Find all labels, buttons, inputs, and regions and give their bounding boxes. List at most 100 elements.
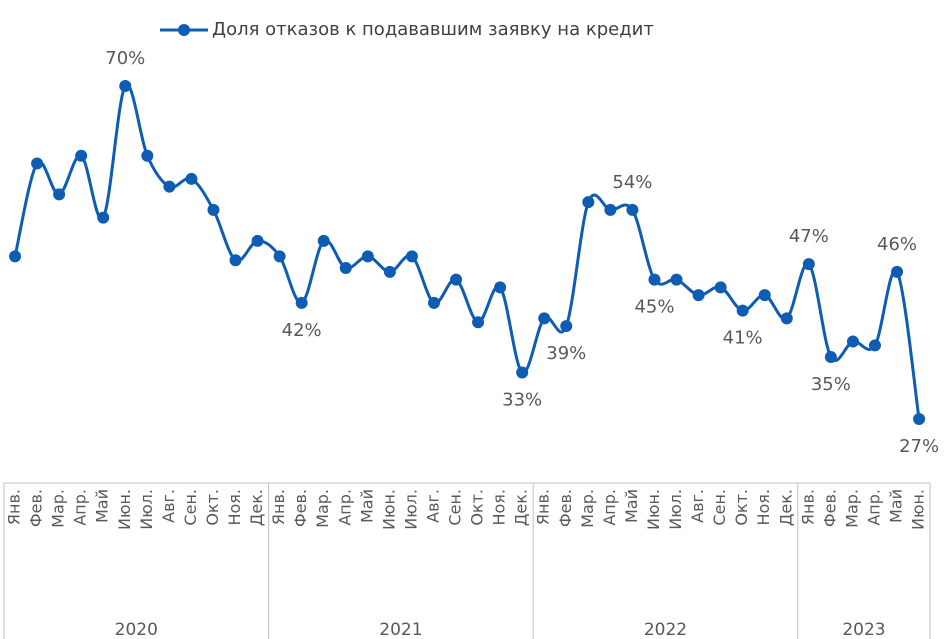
x-tick-label: Авг. <box>159 489 178 523</box>
x-tick-label: Мар. <box>49 489 68 528</box>
point <box>913 413 926 425</box>
x-tick-label: Июн. <box>644 489 663 530</box>
point <box>714 281 727 294</box>
x-tick-label: Июн. <box>115 489 134 530</box>
x-tick-label: Мар. <box>842 489 861 528</box>
point <box>692 289 705 302</box>
data-label: 46% <box>877 234 917 255</box>
x-tick-label: Авг. <box>423 489 442 523</box>
x-tick-label: Апр. <box>335 489 354 526</box>
x-tick-label: Авг. <box>688 489 707 523</box>
x-tick-label: Май <box>622 489 641 523</box>
x-tick-label: Дек. <box>512 489 531 526</box>
data-label: 27% <box>899 436 939 457</box>
data-label: 35% <box>811 374 851 395</box>
point <box>736 304 749 317</box>
point <box>494 281 507 294</box>
point <box>824 351 837 364</box>
x-tick-label: Ноя. <box>225 489 244 526</box>
point <box>75 149 88 162</box>
group-label: 2023 <box>842 620 885 639</box>
point <box>405 250 418 263</box>
series-line <box>13 83 921 420</box>
x-tick-label: Мар. <box>313 489 332 528</box>
x-tick-label: Сен. <box>181 489 200 526</box>
x-tick-label: Июл. <box>137 489 156 530</box>
point <box>207 203 220 216</box>
x-tick-label: Апр. <box>71 489 90 526</box>
group-label: 2021 <box>379 620 422 639</box>
point <box>780 312 793 325</box>
legend-marker <box>178 24 190 36</box>
point <box>802 258 815 271</box>
x-tick-label: Мар. <box>578 489 597 528</box>
data-label: 54% <box>612 172 652 193</box>
point <box>273 250 286 263</box>
point <box>295 296 308 309</box>
x-tick-label: Дек. <box>776 489 795 526</box>
point <box>339 261 352 274</box>
point <box>846 335 859 348</box>
x-tick-label: Июл. <box>401 489 420 530</box>
point <box>9 250 22 263</box>
point <box>317 234 330 247</box>
x-tick-label: Июн. <box>379 489 398 530</box>
x-tick-label: Июл. <box>666 489 685 530</box>
x-tick-label: Окт. <box>732 489 751 526</box>
point <box>383 265 396 278</box>
point <box>868 339 881 352</box>
point <box>648 273 661 286</box>
group-label: 2020 <box>115 620 158 639</box>
point <box>427 296 440 309</box>
point <box>604 203 617 216</box>
x-tick-label: Фев. <box>820 489 839 527</box>
data-label: 41% <box>723 328 763 349</box>
point <box>626 203 639 216</box>
data-label: 39% <box>546 343 586 364</box>
data-label: 42% <box>282 320 322 341</box>
point <box>119 80 132 92</box>
data-label: 45% <box>634 297 674 318</box>
x-tick-label: Ноя. <box>754 489 773 526</box>
x-tick-label: Ноя. <box>490 489 509 526</box>
point <box>141 149 154 162</box>
point <box>670 273 683 286</box>
point <box>97 211 110 224</box>
point <box>891 265 904 278</box>
data-label: 47% <box>789 226 829 247</box>
data-label: 70% <box>105 48 145 69</box>
x-tick-label: Окт. <box>203 489 222 526</box>
x-tick-label: Май <box>357 489 376 523</box>
group-label: 2022 <box>644 620 687 639</box>
point <box>582 196 595 209</box>
x-tick-label: Фев. <box>556 489 575 527</box>
x-tick-label: Июн. <box>909 489 928 530</box>
point <box>185 172 198 185</box>
x-tick-label: Сен. <box>446 489 465 526</box>
x-tick-label: Дек. <box>247 489 266 526</box>
point <box>251 234 264 247</box>
point <box>53 188 66 201</box>
x-tick-label: Апр. <box>864 489 883 526</box>
point <box>516 366 529 379</box>
point <box>450 273 463 286</box>
x-tick-label: Фев. <box>291 489 310 527</box>
point <box>560 320 573 333</box>
data-label: 33% <box>502 390 542 411</box>
x-tick-label: Сен. <box>710 489 729 526</box>
point <box>361 250 374 263</box>
x-tick-label: Окт. <box>468 489 487 526</box>
point <box>163 180 176 193</box>
x-tick-label: Май <box>887 489 906 523</box>
point <box>758 289 771 302</box>
x-tick-label: Фев. <box>27 489 46 527</box>
x-tick-label: Янв. <box>534 489 553 525</box>
point <box>472 316 485 329</box>
x-tick-label: Май <box>93 489 112 523</box>
point <box>229 254 242 267</box>
point <box>31 157 44 170</box>
x-tick-label: Апр. <box>600 489 619 526</box>
x-tick-label: Янв. <box>5 489 24 525</box>
legend-label: Доля отказов к подававшим заявку на кред… <box>212 19 654 40</box>
